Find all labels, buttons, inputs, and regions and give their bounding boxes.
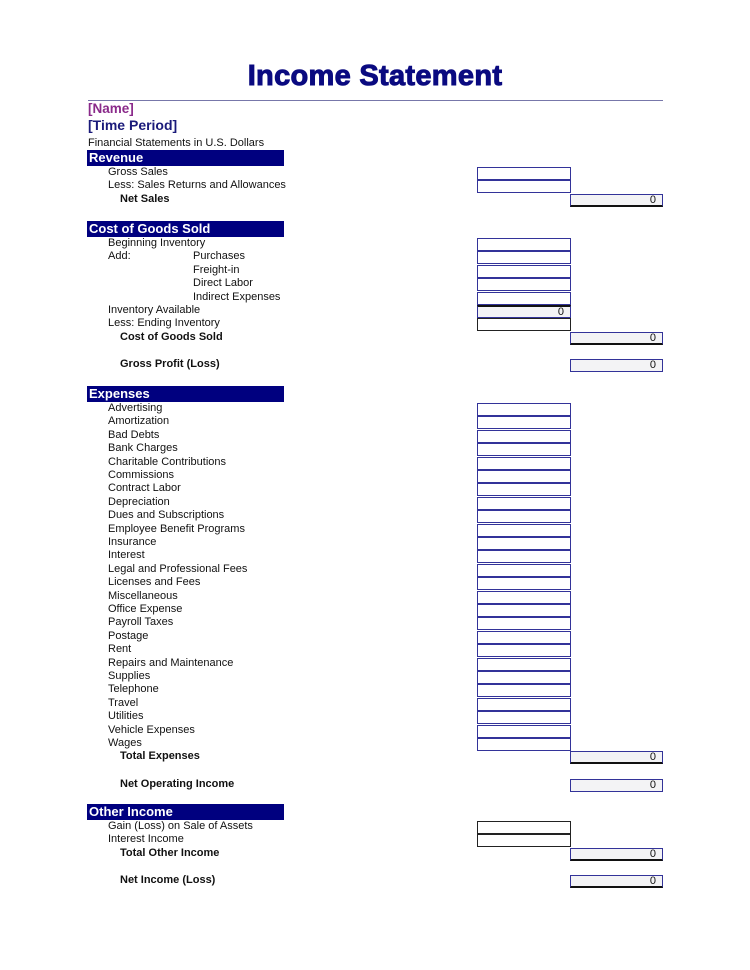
line-item-label: Gross Sales — [108, 166, 168, 178]
amount-input[interactable] — [477, 443, 571, 457]
line-item-label: Less: Sales Returns and Allowances — [108, 179, 286, 192]
line-item-label: Depreciation — [108, 495, 170, 508]
line-item-label: Wages — [108, 737, 142, 749]
total-field: 0 — [570, 847, 663, 861]
line-item-sublabel: Direct Labor — [193, 277, 253, 290]
line-item-label: Add: — [108, 250, 131, 263]
amount-input[interactable] — [477, 550, 571, 564]
total-field: 0 — [570, 875, 663, 889]
amount-input[interactable] — [477, 456, 571, 470]
amount-input[interactable] — [477, 563, 571, 577]
amount-input[interactable] — [477, 403, 571, 416]
line-item-label: Total Other Income — [120, 846, 220, 859]
amount-input[interactable] — [477, 630, 571, 644]
section-header-revenue: Revenue — [87, 150, 284, 166]
section-header-expenses: Expenses — [87, 386, 284, 402]
line-item-label: Advertising — [108, 402, 163, 414]
line-item-label: Postage — [108, 629, 149, 642]
line-item-label: Net Sales — [120, 192, 170, 205]
page-title: Income Statement — [247, 60, 503, 93]
amount-input[interactable] — [477, 738, 571, 751]
amount-input[interactable] — [477, 523, 571, 537]
amount-input[interactable] — [477, 278, 571, 292]
line-item-label: Charitable Contributions — [108, 455, 227, 468]
amount-input[interactable] — [477, 167, 571, 180]
amount-input[interactable] — [477, 180, 571, 194]
time-period[interactable]: [Time Period] — [88, 117, 178, 133]
line-item-label: Vehicle Expenses — [108, 723, 195, 736]
line-item-label: Rent — [108, 643, 132, 656]
line-item-label: Supplies — [108, 670, 151, 682]
line-item-label: Miscellaneous — [108, 589, 178, 602]
amount-input[interactable] — [477, 657, 571, 671]
amount-input[interactable] — [477, 671, 571, 684]
amount-input[interactable] — [477, 510, 571, 524]
total-field: 0 — [570, 331, 663, 345]
line-item-label: Amortization — [108, 415, 170, 428]
amount-input[interactable] — [477, 264, 571, 278]
line-item-label: Interest Income — [108, 833, 184, 846]
amount-input[interactable] — [477, 238, 571, 251]
line-item-label: Travel — [108, 696, 139, 709]
amount-input[interactable] — [477, 470, 571, 483]
line-item-label: Insurance — [108, 536, 157, 548]
line-item-label: Net Income (Loss) — [120, 874, 216, 887]
amount-input[interactable] — [477, 604, 571, 617]
line-item-label: Bad Debts — [108, 428, 160, 441]
amount-input[interactable] — [477, 416, 571, 430]
amount-input[interactable] — [477, 644, 571, 658]
line-item-label: Net Operating Income — [120, 777, 235, 790]
line-item-label: Less: Ending Inventory — [108, 317, 220, 330]
amount-input[interactable] — [477, 590, 571, 604]
amount-input[interactable] — [477, 724, 571, 738]
amount-input[interactable] — [477, 577, 571, 591]
line-item-sublabel: Freight-in — [193, 263, 240, 276]
amount-input[interactable] — [477, 684, 571, 698]
total-field: 0 — [570, 359, 663, 373]
total-field: 0 — [570, 193, 663, 207]
line-item-label: Telephone — [108, 683, 159, 696]
line-item-label: Cost of Goods Sold — [120, 330, 223, 343]
line-item-label: Interest — [108, 549, 145, 562]
amount-input[interactable] — [477, 537, 571, 550]
amount-input[interactable] — [477, 711, 571, 725]
section-header-other-income: Other Income — [87, 804, 284, 820]
amount-input[interactable] — [477, 429, 571, 443]
subtitle: Financial Statements in U.S. Dollars — [88, 137, 265, 149]
line-item-label: Employee Benefit Programs — [108, 522, 245, 535]
line-item-label: Total Expenses — [120, 750, 200, 763]
line-item-label: Payroll Taxes — [108, 616, 174, 629]
amount-input[interactable] — [477, 821, 571, 834]
line-item-label: Utilities — [108, 710, 144, 723]
amount-input[interactable] — [477, 291, 571, 305]
line-item-sublabel: Purchases — [193, 250, 245, 263]
amount-input[interactable]: 0 — [477, 305, 571, 318]
line-item-label: Commissions — [108, 469, 175, 481]
total-field: 0 — [570, 778, 663, 792]
line-item-label: Office Expense — [108, 603, 183, 615]
amount-input[interactable] — [477, 697, 571, 711]
line-item-sublabel: Indirect Expenses — [193, 290, 281, 303]
amount-input[interactable] — [477, 483, 571, 497]
title-divider — [88, 100, 663, 101]
line-item-label: Contract Labor — [108, 482, 181, 495]
line-item-label: Legal and Professional Fees — [108, 562, 248, 575]
line-item-label: Bank Charges — [108, 442, 178, 455]
line-item-label: Gain (Loss) on Sale of Assets — [108, 820, 253, 832]
section-header-cost-of-goods-sold: Cost of Goods Sold — [87, 221, 284, 237]
amount-input[interactable] — [477, 496, 571, 510]
line-item-label: Beginning Inventory — [108, 237, 206, 249]
total-field: 0 — [570, 751, 663, 765]
line-item-label: Licenses and Fees — [108, 576, 201, 589]
amount-input[interactable] — [477, 318, 571, 332]
line-item-label: Repairs and Maintenance — [108, 656, 234, 669]
amount-input[interactable] — [477, 834, 571, 848]
line-item-label: Inventory Available — [108, 304, 201, 316]
line-item-label: Dues and Subscriptions — [108, 509, 225, 522]
company-name[interactable]: [Name] — [88, 101, 134, 116]
amount-input[interactable] — [477, 251, 571, 265]
amount-input[interactable] — [477, 617, 571, 631]
line-item-label: Gross Profit (Loss) — [120, 358, 220, 371]
